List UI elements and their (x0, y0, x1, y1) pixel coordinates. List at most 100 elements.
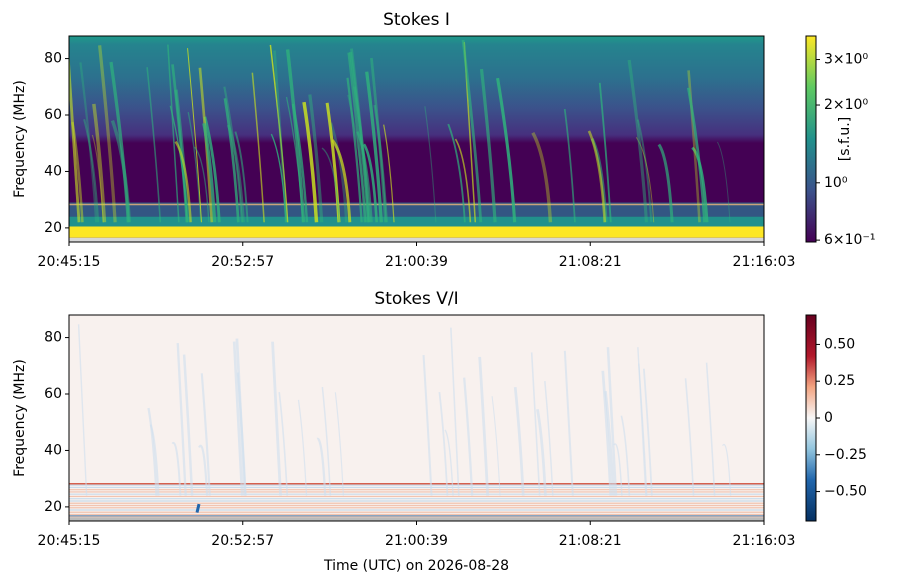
burst-streak (620, 415, 631, 496)
burst-streak (491, 396, 501, 496)
band (69, 202, 764, 217)
colorbar (805, 35, 817, 243)
colorbar (805, 314, 817, 522)
burst-streak (716, 141, 731, 223)
x-tick-label: 21:16:03 (733, 254, 796, 270)
burst-streak (232, 341, 244, 496)
burst-streak (347, 52, 367, 223)
burst-streak (638, 363, 648, 496)
burst-streak (308, 94, 324, 223)
burst-streak (174, 140, 192, 223)
burst-streak (147, 407, 158, 496)
burst-streak (563, 108, 576, 223)
burst-streak (347, 94, 367, 223)
burst-streak (325, 102, 341, 223)
burst-streak (187, 48, 202, 223)
burst-streak (321, 147, 340, 223)
x-tick-label: 21:08:21 (559, 533, 622, 549)
burst-streak (479, 68, 497, 223)
band (69, 517, 764, 521)
burst-streak (657, 143, 674, 223)
burst-streak (182, 354, 194, 496)
burst-streak (251, 72, 265, 223)
burst-streak (226, 124, 245, 223)
burst-streak (601, 370, 613, 496)
burst-streak (438, 391, 449, 496)
burst-streak (642, 368, 653, 496)
burst-streak (422, 355, 433, 496)
spectrogram (69, 36, 764, 242)
x-tick-label: 20:45:15 (38, 533, 101, 549)
y-axis-label: Frequency (MHz) (12, 359, 28, 477)
burst-streak (176, 343, 187, 496)
x-tick-label: 21:16:03 (733, 533, 796, 549)
burst-streak (383, 124, 395, 223)
x-tick-label: 20:45:15 (38, 254, 101, 270)
burst-streak (365, 71, 383, 223)
burst-streak (193, 146, 210, 223)
burst-streak (496, 77, 517, 223)
burst-streak (635, 137, 655, 223)
burst-streak (273, 50, 288, 223)
y-tick-label: 60 (44, 107, 62, 123)
burst-streak (447, 123, 466, 223)
burst-streak (109, 61, 130, 223)
x-tick-label: 21:08:21 (559, 254, 622, 270)
burst-streak (77, 324, 88, 496)
burst-streak (684, 378, 695, 496)
burst-streak (530, 352, 541, 496)
burst-streak (316, 437, 327, 496)
burst-streak (297, 399, 308, 496)
band (69, 237, 764, 242)
y-tick-label: 80 (44, 51, 62, 67)
burst-streak (202, 122, 217, 223)
x-tick-label: 20:52:57 (211, 533, 274, 549)
colorbar-tick-label: 3×10⁰ (824, 52, 868, 68)
colorbar-tick-label: 6×10⁻¹ (824, 232, 875, 248)
burst-streak (424, 106, 437, 223)
burst-streak (346, 77, 363, 223)
burst-streak (321, 386, 332, 496)
burst-streak (544, 380, 554, 496)
burst-streak (203, 116, 221, 223)
burst-streak (195, 503, 201, 513)
x-axis-label: Time (UTC) on 2026-08-28 (323, 558, 509, 574)
burst-streak (563, 350, 574, 496)
burst-streak (270, 133, 287, 223)
burst-streak (167, 44, 180, 223)
y-tick-label: 60 (44, 386, 62, 402)
burst-streak (705, 362, 716, 496)
burst-streak (478, 356, 490, 496)
burst-streak (302, 101, 319, 223)
burst-streak (236, 372, 247, 496)
burst-streak (627, 59, 648, 223)
x-tick-label: 21:00:39 (385, 254, 448, 270)
burst-streak (513, 387, 525, 496)
burst-streak (187, 112, 202, 223)
burst-streak (91, 134, 104, 223)
x-tick-label: 20:52:57 (211, 254, 274, 270)
burst-streak (598, 82, 612, 223)
burst-streak (587, 130, 607, 223)
chart-title: Stokes I (383, 10, 450, 30)
burst-streak (329, 122, 348, 223)
colorbar-tick-label: 0.25 (824, 373, 855, 389)
burst-streak (450, 327, 460, 496)
burst-streak (722, 443, 732, 496)
colorbar-tick-label: −0.50 (824, 484, 867, 500)
x-tick-label: 21:00:39 (385, 533, 448, 549)
burst-streak (271, 341, 282, 496)
burst-streak (171, 441, 182, 496)
burst-streak (461, 39, 483, 223)
burst-streak (536, 409, 547, 496)
burst-streak (234, 131, 249, 223)
burst-streak (606, 347, 618, 496)
y-tick-label: 20 (44, 499, 62, 515)
colorbar-tick-label: 0 (824, 410, 833, 426)
band (69, 226, 764, 238)
burst-streak (83, 118, 100, 223)
burst-streak (92, 103, 107, 223)
colorbar-tick-label: 2×10⁰ (824, 97, 868, 113)
band (69, 216, 764, 227)
burst-streak (454, 138, 472, 223)
